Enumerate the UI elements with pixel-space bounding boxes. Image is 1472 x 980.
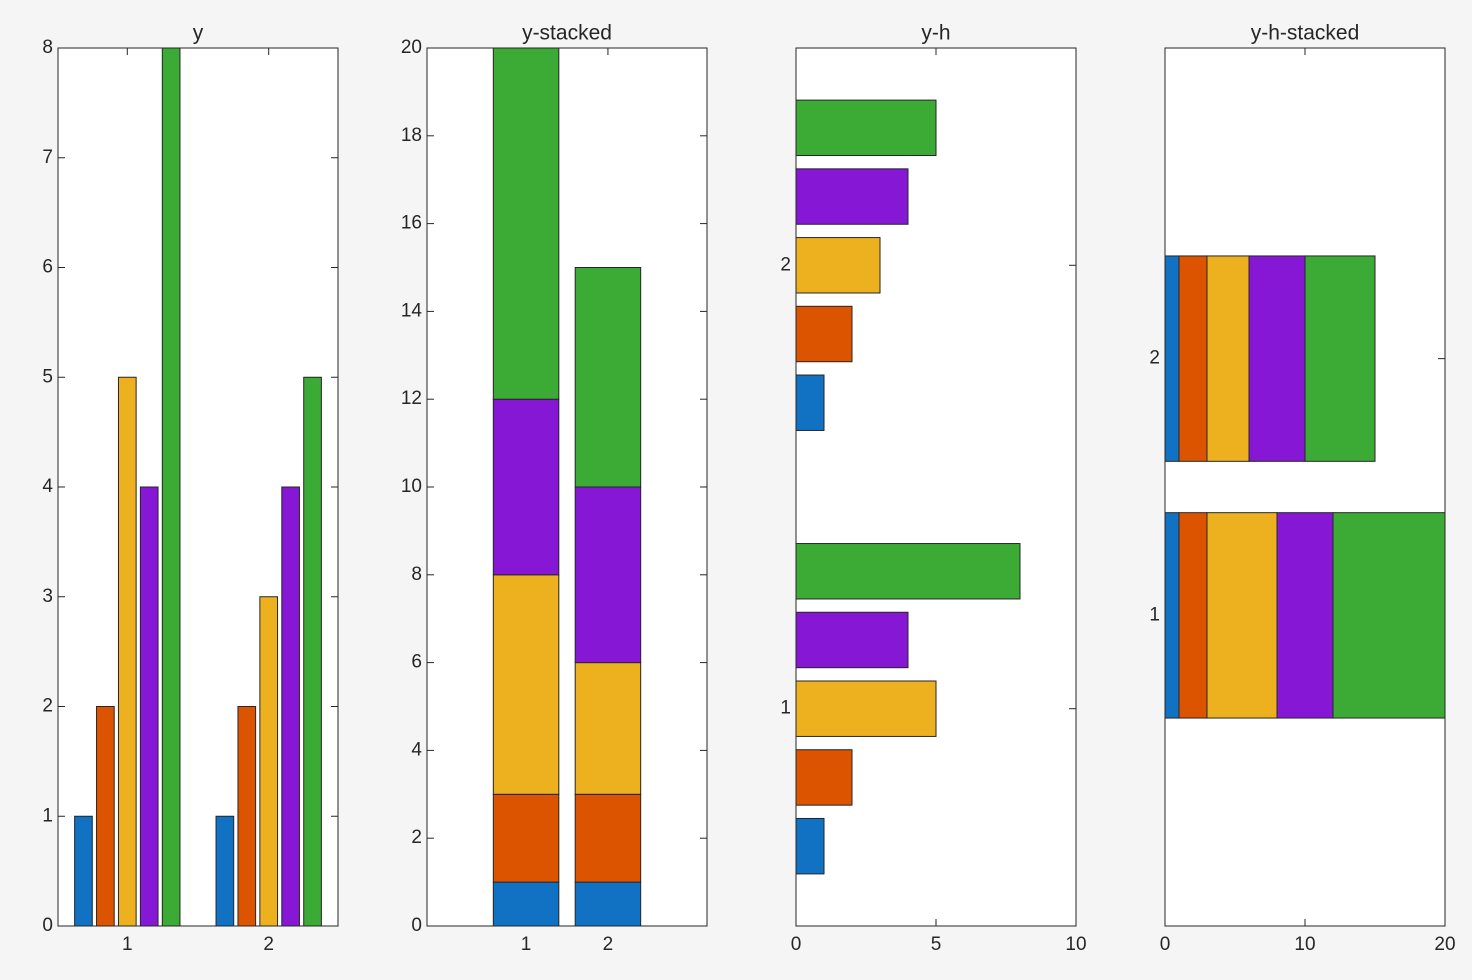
x-tick-label: 0: [1160, 934, 1171, 955]
bar: [303, 376, 322, 927]
bar: [574, 267, 642, 488]
bar: [1332, 512, 1446, 719]
bar: [1276, 512, 1334, 719]
y-tick-label: 4: [411, 739, 422, 760]
y-tick-label: 3: [42, 586, 53, 607]
bar: [795, 543, 1021, 600]
x-tick-label: 10: [1294, 934, 1315, 955]
bar: [1164, 255, 1180, 462]
y-tick-label: 2: [780, 254, 791, 275]
y-tick-label: 8: [42, 37, 53, 58]
bar: [492, 881, 560, 927]
bar: [574, 881, 642, 927]
bar: [795, 611, 909, 669]
y-tick-label: 2: [411, 827, 422, 848]
bar: [281, 486, 300, 927]
y-tick-label: 8: [411, 564, 422, 585]
bar: [117, 376, 137, 927]
bar: [96, 706, 115, 927]
bar: [161, 47, 181, 927]
bar: [1178, 512, 1208, 719]
bar: [795, 305, 853, 363]
bar: [795, 99, 937, 157]
y-tick-label: 1: [1149, 604, 1160, 625]
bar: [795, 817, 825, 875]
y-tick-label: 7: [42, 147, 53, 168]
bar: [259, 596, 279, 927]
bar: [1248, 255, 1306, 462]
x-tick-label: 20: [1434, 934, 1455, 955]
y-tick-label: 4: [42, 476, 53, 497]
bar: [492, 793, 560, 883]
bar: [1304, 255, 1376, 462]
y-tick-label: 1: [42, 805, 53, 826]
bar: [574, 486, 642, 664]
x-tick-label: 2: [263, 934, 274, 955]
bar: [795, 237, 881, 294]
axes: [1164, 47, 1446, 927]
bar: [795, 680, 937, 737]
axes-title: y: [193, 22, 204, 45]
bar: [215, 815, 235, 927]
y-tick-label: 10: [401, 476, 422, 497]
bar: [237, 706, 257, 927]
bar: [795, 374, 825, 431]
bar: [795, 168, 909, 225]
x-tick-label: 0: [791, 934, 802, 955]
y-tick-label: 0: [411, 915, 422, 936]
x-tick-label: 1: [521, 934, 532, 955]
y-tick-label: 16: [401, 213, 422, 234]
x-tick-label: 1: [122, 934, 133, 955]
y-tick-label: 12: [401, 388, 422, 409]
y-tick-label: 5: [42, 366, 53, 387]
bar: [1178, 255, 1208, 462]
bar: [492, 398, 560, 576]
y-tick-label: 18: [401, 125, 422, 146]
x-tick-label: 10: [1065, 934, 1086, 955]
axes-title: y-h-stacked: [1251, 22, 1360, 45]
bar: [1206, 512, 1278, 719]
bar: [1206, 255, 1250, 462]
x-tick-label: 2: [603, 934, 614, 955]
bar: [74, 815, 93, 927]
y-tick-label: 2: [1149, 348, 1160, 369]
bar: [574, 662, 642, 795]
y-tick-label: 6: [42, 257, 53, 278]
y-tick-label: 0: [42, 915, 53, 936]
y-tick-label: 14: [401, 300, 423, 321]
x-tick-label: 5: [931, 934, 942, 955]
axes: [426, 47, 708, 927]
bar: [492, 47, 560, 400]
y-tick-label: 6: [411, 652, 422, 673]
bar: [1164, 512, 1180, 719]
bar: [492, 574, 560, 795]
y-tick-label: 2: [42, 696, 53, 717]
axes-title: y-h: [921, 22, 950, 45]
bar: [795, 749, 853, 806]
bar: [574, 793, 642, 883]
bar: [139, 486, 159, 927]
axes-title: y-stacked: [522, 22, 612, 45]
y-tick-label: 20: [401, 37, 422, 58]
y-tick-label: 1: [780, 698, 791, 719]
